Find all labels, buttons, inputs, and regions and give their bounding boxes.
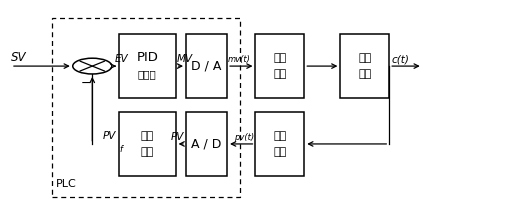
- Text: A / D: A / D: [191, 138, 222, 150]
- Text: pv(t): pv(t): [234, 133, 254, 142]
- Text: PLC: PLC: [56, 178, 77, 189]
- Text: PV: PV: [171, 132, 184, 142]
- Text: c(t): c(t): [392, 54, 410, 64]
- Text: SV: SV: [11, 51, 26, 64]
- Bar: [52, 18, 240, 197]
- Text: MV: MV: [176, 54, 193, 64]
- Text: 被控: 被控: [358, 53, 372, 63]
- Bar: [341, 34, 389, 98]
- Text: 数字: 数字: [141, 131, 154, 141]
- Text: 测量: 测量: [273, 131, 286, 141]
- Bar: [119, 34, 175, 98]
- Text: D / A: D / A: [191, 60, 222, 73]
- Bar: [255, 112, 304, 176]
- Text: EV: EV: [115, 54, 128, 64]
- Text: 执行: 执行: [273, 53, 286, 63]
- Bar: [119, 112, 175, 176]
- Text: −: −: [81, 77, 92, 90]
- Bar: [186, 34, 227, 98]
- Text: 机构: 机构: [273, 69, 286, 79]
- Text: f: f: [119, 145, 122, 154]
- Text: 变送: 变送: [273, 147, 286, 157]
- Text: mv(t): mv(t): [228, 55, 251, 64]
- Text: 调节器: 调节器: [138, 69, 157, 79]
- Text: 对象: 对象: [358, 69, 372, 79]
- Text: 滤波: 滤波: [141, 147, 154, 157]
- Text: PID: PID: [136, 51, 158, 64]
- Text: PV: PV: [103, 131, 117, 141]
- Bar: [186, 112, 227, 176]
- Bar: [255, 34, 304, 98]
